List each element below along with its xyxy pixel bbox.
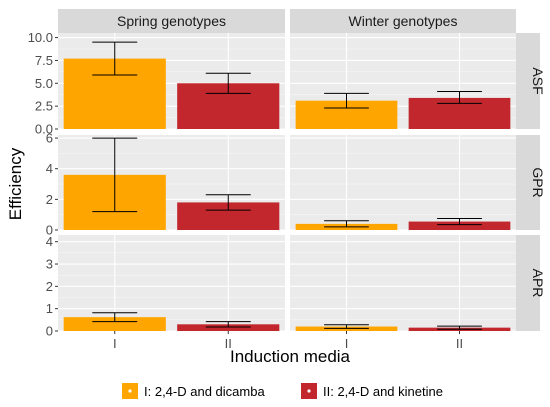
strip-winter-genotypes [290, 9, 516, 33]
y-tick-label-apr: 4 [46, 234, 53, 249]
y-tick-label-gpr: 2 [46, 192, 53, 207]
error-bar-asf-winter-genotypes-ii [437, 91, 482, 104]
strip-label-winter-genotypes: Winter genotypes [349, 13, 458, 29]
y-tick-label-asf: 0.0 [35, 122, 53, 137]
panel-asf-winter-genotypes [290, 33, 516, 130]
legend-label: I: 2,4-D and dicamba [144, 384, 265, 399]
legend-swatch-dot [128, 389, 132, 393]
y-tick-label-asf: 10.0 [28, 30, 53, 45]
panel-gpr-spring-genotypes [58, 135, 285, 231]
y-tick-label-apr: 0 [46, 324, 53, 339]
x-tick-label-spring-genotypes-ii: II [225, 336, 232, 351]
error-bar-gpr-spring-genotypes-i [92, 137, 138, 213]
strip-label-spring-genotypes: Spring genotypes [117, 13, 226, 29]
legend-item-ii-2-4-d-and-kinetine: II: 2,4-D and kinetine [301, 383, 443, 399]
y-tick-label-apr: 2 [46, 279, 53, 294]
y-tick-label-gpr: 6 [46, 131, 53, 146]
strip-label-asf: ASF [530, 67, 546, 94]
error-bar-asf-spring-genotypes-i [92, 41, 138, 76]
legend: I: 2,4-D and dicamba II: 2,4-D and kineti… [122, 383, 443, 399]
error-bar-gpr-winter-genotypes-ii [437, 218, 482, 226]
error-bar-apr-spring-genotypes-i [92, 312, 138, 323]
y-tick-label-asf: 7.5 [35, 53, 53, 68]
panel-gpr-winter-genotypes [290, 135, 516, 231]
strip-spring-genotypes [58, 9, 285, 33]
panel-background [58, 235, 285, 331]
legend-swatch-dot [307, 389, 311, 393]
y-axis-title: Efficiency [6, 147, 25, 220]
y-tick-label-apr: 3 [46, 257, 53, 272]
strip-label-apr: APR [530, 269, 546, 298]
legend-item-i-2-4-d-and-dicamba: I: 2,4-D and dicamba [122, 383, 265, 399]
y-tick-label-asf: 5.0 [35, 76, 53, 91]
x-tick-label-spring-genotypes-i: I [113, 336, 117, 351]
panel-background [290, 235, 516, 331]
bar-gpr-winter-genotypes-ii [408, 221, 511, 230]
error-bar-gpr-winter-genotypes-i [324, 220, 369, 228]
y-tick-label-gpr: 0 [46, 223, 53, 238]
error-bar-apr-spring-genotypes-ii [205, 321, 251, 328]
x-axis-title: Induction media [230, 347, 351, 366]
error-bar-gpr-spring-genotypes-ii [205, 194, 251, 211]
strip-gpr [516, 135, 540, 230]
y-tick-label-gpr: 4 [46, 161, 53, 176]
facet-strips: Spring genotypes Winter genotypes ASF GPR AP… [58, 9, 546, 331]
error-bar-asf-spring-genotypes-ii [205, 72, 251, 94]
error-bar-apr-winter-genotypes-ii [437, 325, 482, 330]
bar-apr-spring-genotypes-i [63, 317, 166, 331]
x-tick-label-winter-genotypes-ii: II [456, 336, 463, 351]
legend-label: II: 2,4-D and kinetine [323, 384, 443, 399]
panel-asf-spring-genotypes [58, 33, 285, 130]
panel-apr-spring-genotypes [58, 235, 285, 332]
strip-asf [516, 33, 540, 129]
error-bar-apr-winter-genotypes-i [324, 324, 369, 329]
y-tick-label-apr: 1 [46, 301, 53, 316]
y-tick-label-asf: 2.5 [35, 99, 53, 114]
strip-label-gpr: GPR [530, 167, 546, 197]
error-bar-asf-winter-genotypes-i [324, 92, 369, 109]
x-tick-label-winter-genotypes-i: I [345, 336, 349, 351]
bar-apr-spring-genotypes-ii [177, 324, 280, 331]
strip-apr [516, 235, 540, 331]
panel-background [290, 135, 516, 230]
panel-apr-winter-genotypes [290, 235, 516, 332]
